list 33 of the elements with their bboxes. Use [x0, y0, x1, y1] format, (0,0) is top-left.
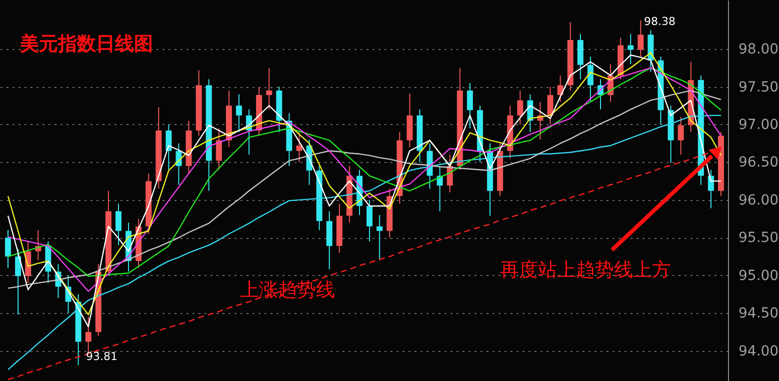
annotation: 上涨趋势线	[240, 279, 335, 301]
y-tick-label: 94.00	[738, 343, 779, 360]
candlestick	[517, 90, 524, 125]
candlestick	[547, 86, 554, 125]
candlestick	[628, 33, 634, 65]
y-tick-label: 96.50	[738, 154, 779, 171]
candlestick	[115, 203, 122, 246]
y-tick-label: 97.00	[738, 116, 779, 133]
y-tick-label: 95.50	[738, 230, 779, 246]
annotation: 再度站上趋势线上方	[500, 259, 671, 281]
candlestick	[166, 124, 172, 170]
candlestick	[236, 94, 242, 133]
y-tick-label: 98.00	[738, 42, 779, 58]
candlestick	[708, 169, 714, 209]
y-tick-label: 96.00	[738, 192, 779, 208]
candlestick	[638, 20, 644, 58]
y-tick-label: 94.50	[738, 306, 779, 322]
line-series	[7, 114, 722, 370]
candlestick	[678, 116, 684, 156]
y-tick-label: 95.00	[738, 268, 779, 284]
candlestick	[266, 67, 272, 110]
candlestick	[15, 248, 22, 316]
candlestick	[216, 128, 222, 170]
text: 美元指数日线图	[19, 33, 153, 55]
candlestick	[376, 214, 383, 260]
annotation: 93.81	[86, 350, 118, 363]
candlestick	[466, 82, 473, 129]
y-tick-label: 97.50	[738, 79, 779, 96]
annotation: 98.38	[644, 15, 676, 28]
candlestick	[5, 230, 12, 268]
candlestick	[587, 56, 594, 102]
candlestick	[366, 199, 373, 242]
candlestick	[296, 132, 302, 163]
